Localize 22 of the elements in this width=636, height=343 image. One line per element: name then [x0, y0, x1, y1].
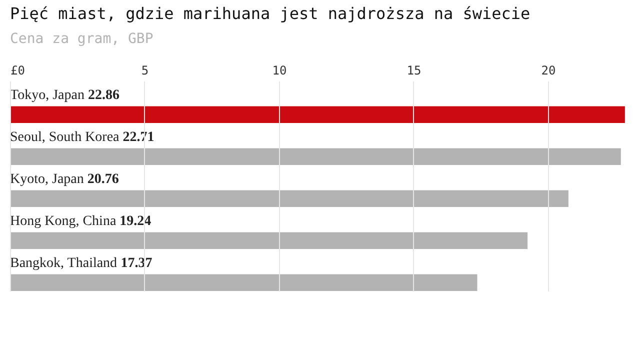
y-tick-label: Kyoto, Japan — [10, 172, 84, 188]
bar — [10, 274, 478, 291]
data-label: 20.76 — [87, 172, 119, 188]
y-tick-label: Seoul, South Korea — [10, 130, 120, 146]
bar — [10, 190, 568, 207]
x-tick-label: 20 — [541, 64, 556, 78]
data-label: 22.86 — [88, 88, 120, 104]
x-tick-label: 5 — [141, 64, 149, 78]
y-tick-label: Tokyo, Japan — [10, 88, 84, 104]
data-label: 17.37 — [120, 256, 152, 272]
chart-title: Pięć miast, gdzie marihuana jest najdroższa na świecie — [10, 4, 530, 23]
data-label: 19.24 — [120, 214, 152, 230]
chart-subtitle: Cena za gram, GBP — [10, 31, 154, 47]
bar — [10, 106, 625, 123]
bar — [10, 232, 528, 249]
y-tick-label: Hong Kong, China — [10, 214, 117, 230]
x-tick-label: 10 — [272, 64, 287, 78]
bar — [10, 148, 621, 165]
x-tick-label: £0 — [10, 64, 25, 78]
data-label: 22.71 — [122, 130, 154, 146]
y-tick-label: Bangkok, Thailand — [10, 256, 118, 272]
x-tick-label: 15 — [406, 64, 422, 78]
